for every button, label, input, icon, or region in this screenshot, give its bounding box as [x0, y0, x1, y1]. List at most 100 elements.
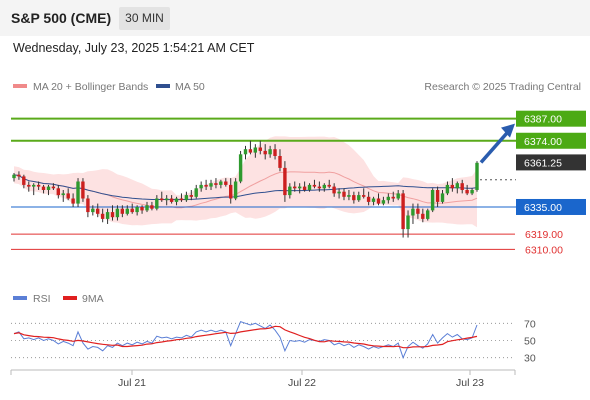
candle — [366, 191, 371, 206]
candle-body — [32, 184, 36, 187]
candle-body — [110, 212, 115, 218]
candle-body — [278, 156, 282, 168]
candle-body — [332, 186, 336, 194]
candle — [105, 208, 110, 224]
rsi-panel: 70 50 30 — [11, 318, 536, 365]
candle — [130, 203, 134, 214]
candle-body — [51, 186, 56, 189]
candle-body — [302, 186, 307, 190]
level-6387.00: 6387.00 — [11, 110, 586, 127]
candle — [100, 208, 105, 223]
level-label: 6374.00 — [524, 136, 562, 148]
candle — [268, 145, 272, 158]
candle — [440, 190, 445, 204]
candle-body — [160, 198, 164, 201]
candle — [41, 184, 46, 194]
candle-body — [426, 210, 430, 219]
candle-body — [376, 198, 381, 204]
candle-body — [263, 150, 267, 155]
chart-datetime: Wednesday, July 23, 2025 1:54:21 AM CET — [13, 41, 255, 55]
candle-body — [362, 195, 366, 197]
candle-body — [46, 186, 51, 190]
candle — [258, 140, 262, 155]
x-axis: Jul 21 Jul 22 Jul 23 — [10, 370, 516, 389]
candle — [61, 190, 65, 202]
candle — [391, 191, 395, 202]
candle-body — [288, 186, 292, 196]
candle-body — [135, 207, 139, 213]
x-tick-label: Jul 23 — [456, 377, 484, 389]
bollinger-band-fill — [14, 136, 477, 228]
ma20-legend-label: MA 20 + Bollinger Bands — [33, 81, 148, 93]
candles — [12, 140, 479, 238]
candle-body — [76, 181, 80, 204]
candle — [233, 178, 238, 201]
candle-body — [386, 196, 390, 201]
candle — [362, 188, 366, 199]
candle — [357, 191, 361, 202]
candle-body — [411, 208, 415, 216]
candle-body — [91, 208, 95, 213]
candle-body — [396, 193, 400, 199]
candle — [27, 181, 31, 192]
candle-body — [41, 186, 46, 190]
candle — [430, 188, 435, 213]
candle-body — [357, 195, 361, 201]
ma50-line — [13, 174, 478, 201]
candle-body — [347, 195, 351, 197]
current-price-label: 6361.25 — [524, 157, 562, 169]
candle-body — [253, 147, 257, 153]
candle-body — [224, 181, 228, 185]
candle — [32, 183, 36, 196]
candle-body — [268, 149, 272, 155]
candle-body — [179, 198, 184, 201]
level-tag — [516, 198, 586, 215]
level-tag — [516, 110, 586, 127]
candle — [396, 190, 400, 201]
candle — [76, 178, 80, 207]
candle — [160, 191, 164, 202]
candle-body — [307, 184, 312, 190]
candle-body — [391, 196, 395, 199]
candle — [179, 193, 184, 202]
rsi-line — [13, 320, 478, 360]
timeframe-button[interactable]: 30 MIN — [119, 7, 170, 30]
candle-body — [56, 188, 60, 196]
candle — [155, 195, 159, 211]
candle — [169, 195, 174, 204]
candle — [120, 205, 124, 218]
candle-body — [243, 149, 248, 155]
level-label: 6319.00 — [525, 229, 563, 241]
candle — [229, 178, 233, 204]
candle — [416, 203, 420, 219]
candle — [199, 181, 203, 192]
candle — [204, 179, 208, 190]
candle — [184, 191, 189, 202]
candle — [224, 178, 228, 187]
candle-body — [199, 184, 203, 189]
candle — [312, 179, 317, 189]
candle-body — [169, 198, 174, 202]
credit-label: Research © 2025 Trading Central — [424, 81, 581, 93]
candle-body — [470, 190, 474, 194]
candle-body — [81, 181, 85, 199]
candle — [381, 196, 386, 206]
candle — [248, 140, 253, 155]
candle-body — [430, 190, 435, 211]
overlay: 6361.25 — [479, 123, 586, 181]
candle — [189, 190, 193, 201]
candle-body — [238, 154, 243, 182]
candle — [327, 179, 331, 189]
candle — [115, 205, 120, 221]
candle-body — [66, 193, 70, 199]
candle-body — [27, 184, 31, 187]
candle-body — [416, 208, 420, 214]
level-tag — [516, 132, 586, 149]
candle — [421, 208, 425, 223]
candle-body — [352, 195, 356, 201]
candle-body — [475, 162, 479, 190]
candle-body — [233, 181, 238, 199]
level-label: 6310.00 — [525, 244, 563, 256]
candle-body — [22, 176, 26, 185]
